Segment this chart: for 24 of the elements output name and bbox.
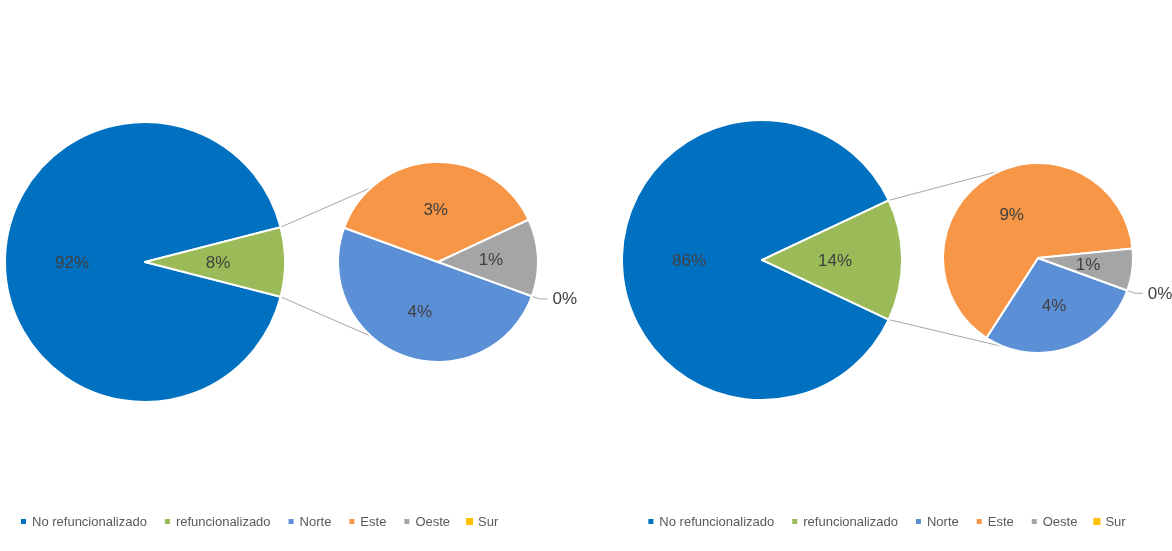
legend-label: refuncionalizado	[803, 514, 898, 529]
data-label: 92%	[54, 252, 90, 272]
legend-label: refuncionalizado	[175, 514, 271, 529]
legend-label: Sur	[478, 514, 499, 529]
data-label: 86%	[671, 250, 707, 270]
legend-label: No refuncionalizado	[659, 514, 775, 529]
data-label: 4%	[1041, 296, 1067, 316]
data-label: 1%	[1075, 254, 1101, 274]
data-label: 9%	[999, 205, 1024, 225]
legend-label: No refuncionalizado	[32, 514, 147, 529]
legend-label: Oeste	[1042, 514, 1078, 529]
text: 0%	[1147, 283, 1172, 303]
data-label: 8%	[205, 252, 231, 272]
text: 0%	[552, 289, 578, 309]
data-label: 3%	[423, 199, 448, 219]
data-label: 1%	[478, 250, 504, 270]
legend-label: Este	[987, 514, 1014, 529]
legend-label: Este	[360, 514, 387, 529]
legend-label: Norte	[299, 514, 332, 529]
data-label: 4%	[407, 302, 433, 322]
legend-label: Sur	[1105, 514, 1127, 529]
data-label: 14%	[817, 250, 853, 270]
legend-label: Oeste	[415, 514, 451, 529]
legend-label: Norte	[926, 514, 959, 529]
